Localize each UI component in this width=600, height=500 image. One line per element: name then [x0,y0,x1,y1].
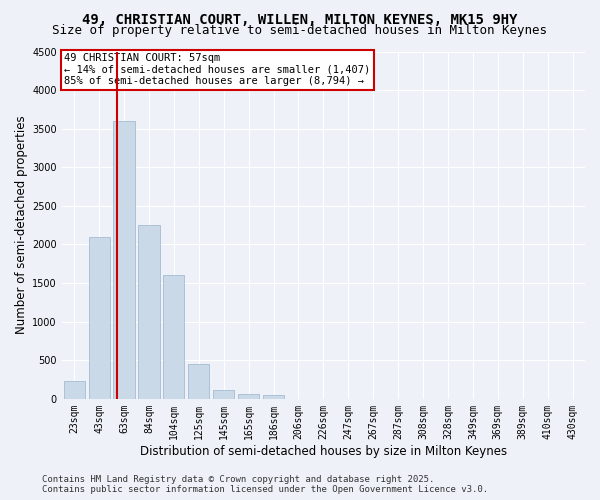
Bar [163,276,184,399]
Bar [238,394,259,399]
Bar [64,381,85,399]
Bar [188,364,209,399]
Bar [89,236,110,399]
Bar [113,121,134,399]
Text: 49, CHRISTIAN COURT, WILLEN, MILTON KEYNES, MK15 9HY: 49, CHRISTIAN COURT, WILLEN, MILTON KEYN… [82,12,518,26]
Text: Size of property relative to semi-detached houses in Milton Keynes: Size of property relative to semi-detach… [53,24,548,37]
Bar [213,390,235,399]
Text: 49 CHRISTIAN COURT: 57sqm
← 14% of semi-detached houses are smaller (1,407)
85% : 49 CHRISTIAN COURT: 57sqm ← 14% of semi-… [64,53,371,86]
Bar [139,225,160,399]
Bar [263,395,284,399]
Text: Contains HM Land Registry data © Crown copyright and database right 2025.
Contai: Contains HM Land Registry data © Crown c… [42,474,488,494]
X-axis label: Distribution of semi-detached houses by size in Milton Keynes: Distribution of semi-detached houses by … [140,444,507,458]
Y-axis label: Number of semi-detached properties: Number of semi-detached properties [15,116,28,334]
